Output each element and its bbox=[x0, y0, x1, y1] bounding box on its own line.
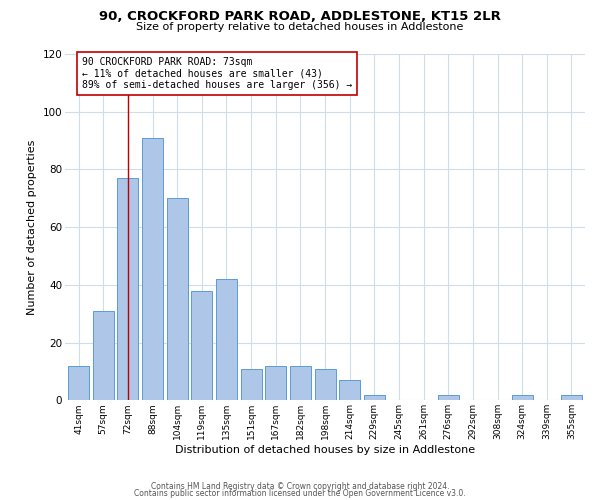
Bar bbox=[265, 366, 286, 400]
Bar bbox=[314, 368, 335, 400]
Text: Contains HM Land Registry data © Crown copyright and database right 2024.: Contains HM Land Registry data © Crown c… bbox=[151, 482, 449, 491]
Bar bbox=[216, 279, 237, 400]
Bar bbox=[339, 380, 360, 400]
Bar bbox=[142, 138, 163, 400]
Bar bbox=[290, 366, 311, 400]
X-axis label: Distribution of detached houses by size in Addlestone: Distribution of detached houses by size … bbox=[175, 445, 475, 455]
Text: 90 CROCKFORD PARK ROAD: 73sqm
← 11% of detached houses are smaller (43)
89% of s: 90 CROCKFORD PARK ROAD: 73sqm ← 11% of d… bbox=[82, 57, 353, 90]
Text: Contains public sector information licensed under the Open Government Licence v3: Contains public sector information licen… bbox=[134, 489, 466, 498]
Bar bbox=[167, 198, 188, 400]
Bar bbox=[118, 178, 139, 400]
Bar bbox=[438, 394, 459, 400]
Bar bbox=[561, 394, 582, 400]
Bar bbox=[93, 311, 114, 400]
Bar bbox=[512, 394, 533, 400]
Text: 90, CROCKFORD PARK ROAD, ADDLESTONE, KT15 2LR: 90, CROCKFORD PARK ROAD, ADDLESTONE, KT1… bbox=[99, 10, 501, 23]
Bar bbox=[241, 368, 262, 400]
Y-axis label: Number of detached properties: Number of detached properties bbox=[27, 140, 37, 315]
Bar bbox=[364, 394, 385, 400]
Bar bbox=[191, 290, 212, 401]
Bar bbox=[68, 366, 89, 400]
Text: Size of property relative to detached houses in Addlestone: Size of property relative to detached ho… bbox=[136, 22, 464, 32]
